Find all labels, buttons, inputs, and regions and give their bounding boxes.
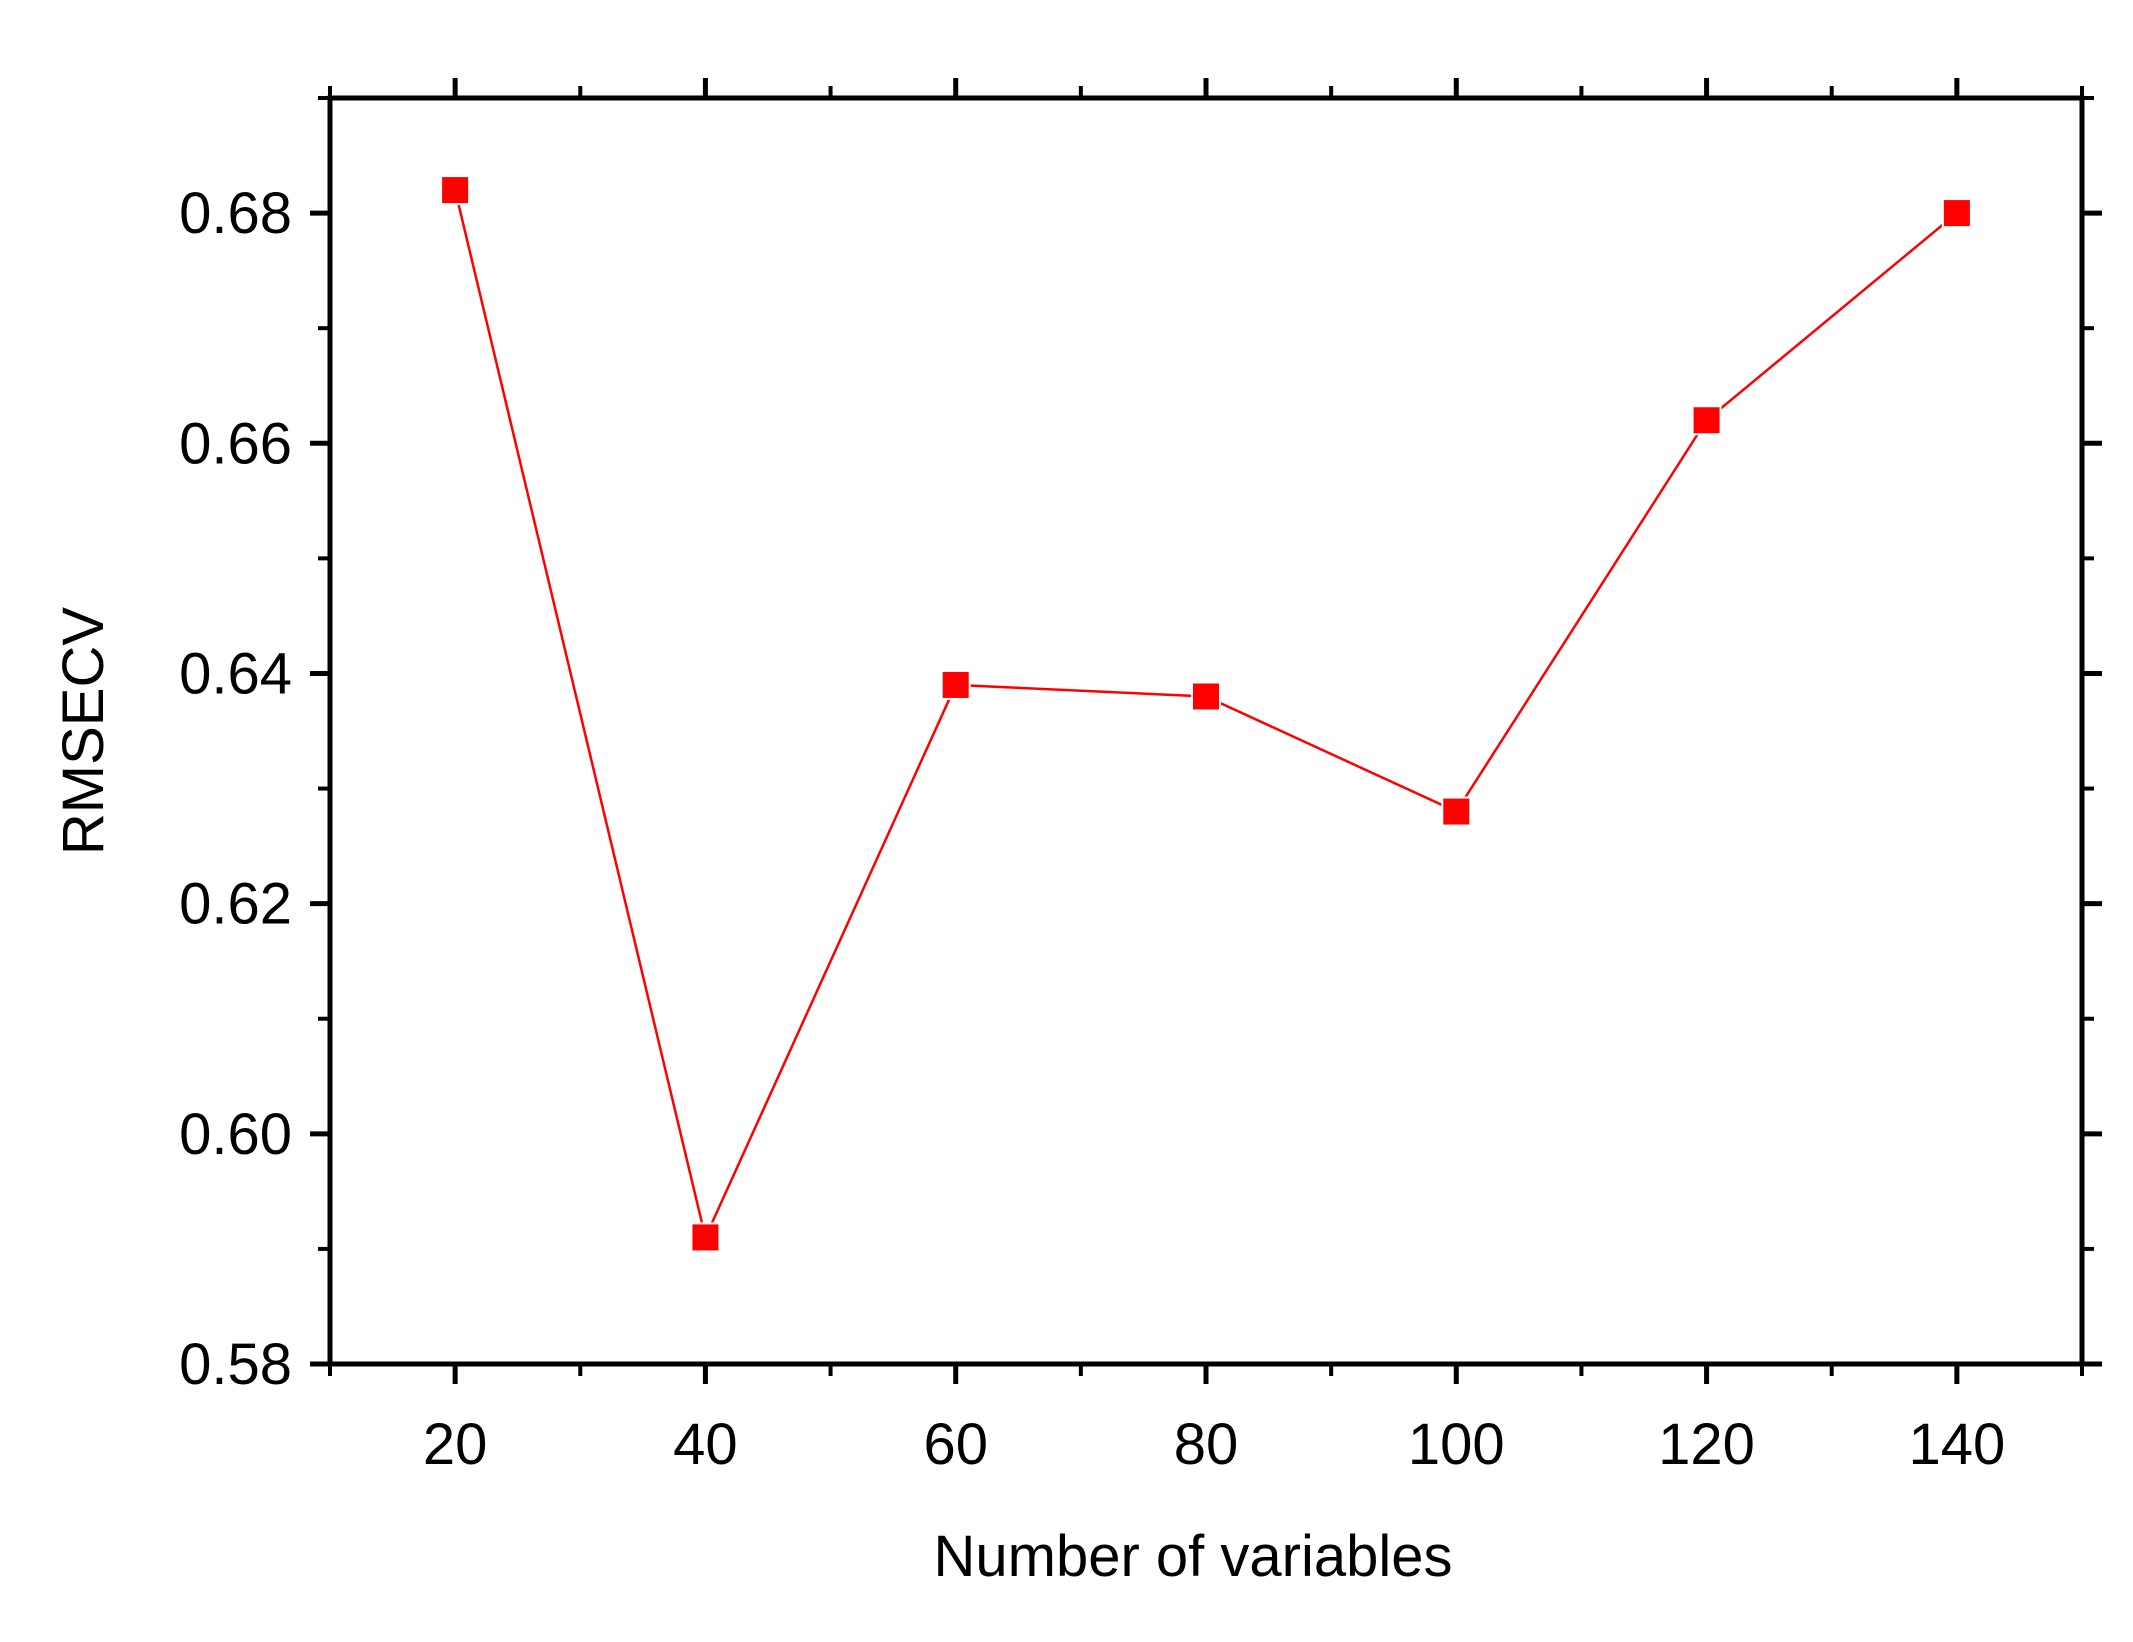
data-point-marker [940,669,971,700]
x-tick-label: 60 [923,1412,988,1477]
y-tick-label: 0.68 [179,181,292,246]
x-tick-label: 40 [673,1412,738,1477]
y-tick-label: 0.64 [179,641,292,706]
series-line [453,189,1958,1242]
y-tick-labels: 0.58 0.60 0.62 0.64 0.66 0.68 [179,181,292,1397]
y-tick-label: 0.58 [179,1332,292,1397]
x-tick-labels: 20 40 60 80 100 120 140 [423,1412,2005,1477]
y-tick-label: 0.66 [179,411,292,476]
x-tick-label: 20 [423,1412,488,1477]
y-tick-label: 0.60 [179,1102,292,1167]
data-point-marker [1941,198,1972,229]
x-tick-label: 120 [1658,1412,1755,1477]
x-tick-label: 80 [1174,1412,1239,1477]
x-tick-label: 100 [1408,1412,1505,1477]
plot-frame [327,95,2085,1367]
major-ticks [310,78,2102,1384]
data-point-marker [440,175,471,206]
series-layer [440,175,1972,1253]
y-tick-label: 0.62 [179,872,292,937]
x-tick-label: 140 [1908,1412,2005,1477]
data-point-marker [1191,681,1221,712]
data-point-marker [690,1222,721,1253]
y-axis-title: RMSECV [51,607,116,855]
data-point-marker [1441,796,1472,827]
x-axis-title: Number of variables [934,1524,1453,1589]
data-point-marker [1691,405,1722,436]
